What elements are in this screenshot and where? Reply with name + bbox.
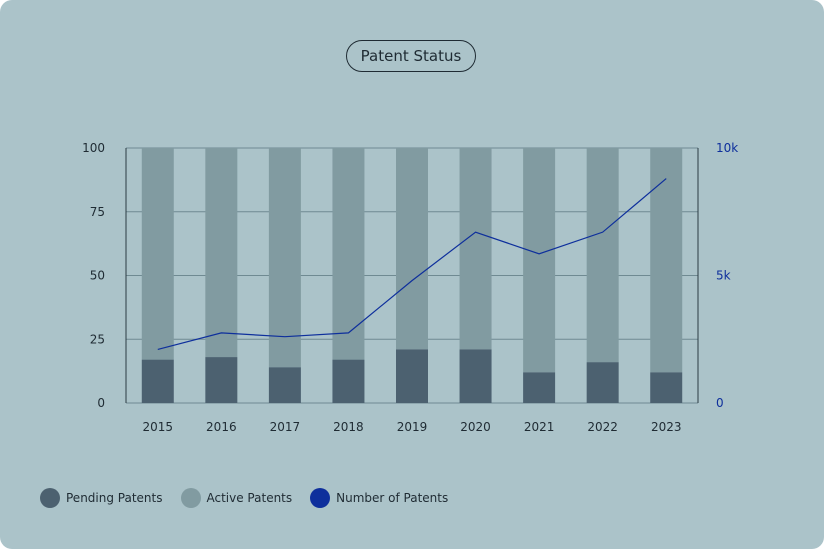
bar-pending-patents (650, 372, 683, 403)
legend-item: Number of Patents (310, 488, 448, 508)
y-left-tick-label: 50 (90, 269, 105, 283)
legend-label: Number of Patents (336, 491, 449, 505)
bar-active-patents (332, 148, 365, 360)
bar-active-patents (523, 148, 556, 373)
legend-swatch (310, 488, 331, 508)
legend-swatch (180, 488, 201, 508)
y-left-tick-label: 0 (97, 396, 105, 410)
x-tick-label: 2020 (460, 420, 491, 434)
bar-pending-patents (586, 362, 619, 403)
legend-label: Pending Patents (66, 491, 163, 505)
y-left-tick-label: 75 (90, 205, 105, 219)
bar-active-patents (396, 148, 428, 350)
bar-active-patents (141, 148, 174, 360)
legend-item: Pending Patents (40, 488, 163, 508)
bar-pending-patents (459, 349, 492, 403)
x-tick-label: 2023 (651, 420, 682, 434)
bar-active-patents (268, 148, 301, 368)
line-number-of-patents (157, 178, 667, 351)
bar-pending-patents (268, 367, 301, 403)
x-tick-label: 2018 (333, 420, 364, 434)
x-tick-label: 2016 (206, 420, 237, 434)
bar-pending-patents (205, 357, 238, 403)
chart-title: Patent Status (346, 40, 476, 72)
bar-pending-patents (332, 359, 365, 403)
y-right-tick-label: 0 (716, 396, 724, 410)
bar-pending-patents (396, 349, 428, 403)
bar-active-patents (650, 148, 683, 373)
bar-active-patents (459, 148, 492, 350)
bar-pending-patents (523, 372, 556, 403)
y-right-tick-label: 5k (716, 269, 731, 283)
legend-item: Active Patents (180, 488, 293, 508)
x-tick-label: 2015 (143, 420, 174, 434)
bar-pending-patents (141, 359, 174, 403)
y-left-tick-label: 25 (90, 332, 105, 346)
bar-active-patents (205, 148, 238, 358)
x-tick-label: 2022 (587, 420, 618, 434)
y-left-tick-label: 100 (82, 141, 105, 155)
legend-swatch (40, 488, 60, 508)
x-tick-label: 2017 (270, 420, 301, 434)
legend: Pending Patents Active Patents Number of P… (40, 488, 448, 508)
y-right-tick-label: 10k (716, 141, 738, 155)
x-tick-label: 2019 (397, 420, 428, 434)
bar-active-patents (586, 148, 619, 363)
x-tick-label: 2021 (524, 420, 555, 434)
legend-label: Active Patents (206, 491, 293, 505)
